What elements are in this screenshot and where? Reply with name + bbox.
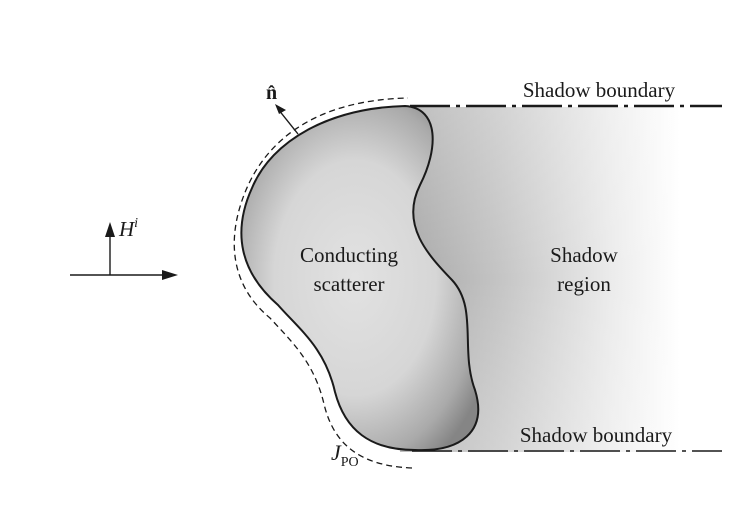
scatterer-label-line1: Conducting [300, 243, 398, 267]
po-current-label: JPO [331, 440, 359, 470]
scatterer-label-line2: scatterer [313, 272, 384, 296]
po-current-subscript: PO [341, 455, 359, 470]
po-current-symbol: J [331, 440, 342, 465]
normal-vector-label: n̂ [266, 82, 277, 104]
h-incident-label: Hi [118, 216, 138, 241]
h-field-arrowhead [105, 222, 115, 237]
conducting-scatterer [240, 104, 480, 452]
propagation-arrowhead [162, 270, 178, 280]
h-field-superscript: i [134, 216, 138, 231]
shadow-boundary-top-label: Shadow boundary [523, 78, 676, 102]
normal-vector-arrow [277, 108, 299, 135]
normal-vector-arrowhead [275, 104, 286, 114]
shadow-boundary-bottom-label: Shadow boundary [520, 423, 673, 447]
po-current-dashed-curve [233, 97, 413, 469]
shadow-region-label-line2: region [557, 272, 611, 296]
shadow-region-label-line1: Shadow [550, 243, 619, 267]
h-field-symbol: H [118, 217, 136, 241]
